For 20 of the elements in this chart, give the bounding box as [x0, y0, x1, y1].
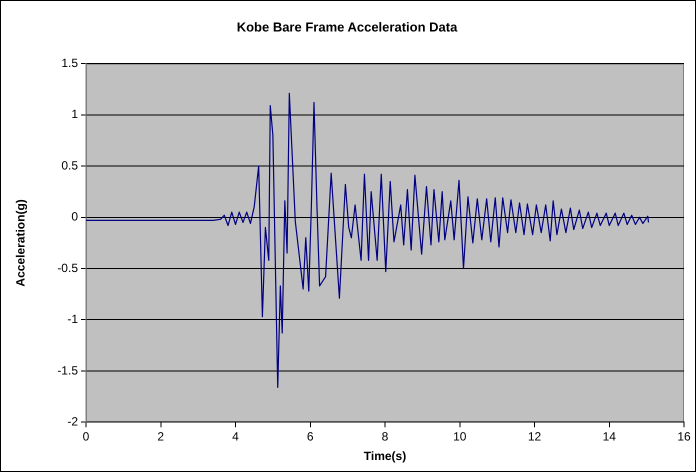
x-tick-label: 4	[232, 430, 240, 444]
y-axis-title: Acceleration(g)	[14, 199, 28, 287]
x-tick-label: 16	[677, 430, 691, 444]
x-tick-label: 14	[602, 430, 616, 444]
x-tick-label: 8	[382, 430, 389, 444]
x-tick-label: 0	[82, 430, 90, 444]
x-tick-label: 2	[157, 430, 164, 444]
x-axis-title: Time(s)	[364, 449, 406, 464]
y-tick-label: 1	[71, 107, 78, 122]
y-tick-label: -1.5	[57, 363, 78, 378]
x-tick-label: 12	[528, 430, 542, 444]
y-tick-label: -0.5	[57, 260, 78, 275]
x-tick-label: 10	[453, 430, 467, 444]
y-tick-label: -2	[67, 414, 78, 429]
chart-title: Kobe Bare Frame Acceleration Data	[236, 19, 458, 34]
y-tick-label: 0	[71, 210, 78, 224]
x-tick-label: 6	[306, 430, 314, 444]
y-tick-label: 0.5	[61, 158, 78, 172]
y-tick-label: -1	[67, 312, 78, 326]
y-tick-label: 1.5	[61, 56, 78, 70]
